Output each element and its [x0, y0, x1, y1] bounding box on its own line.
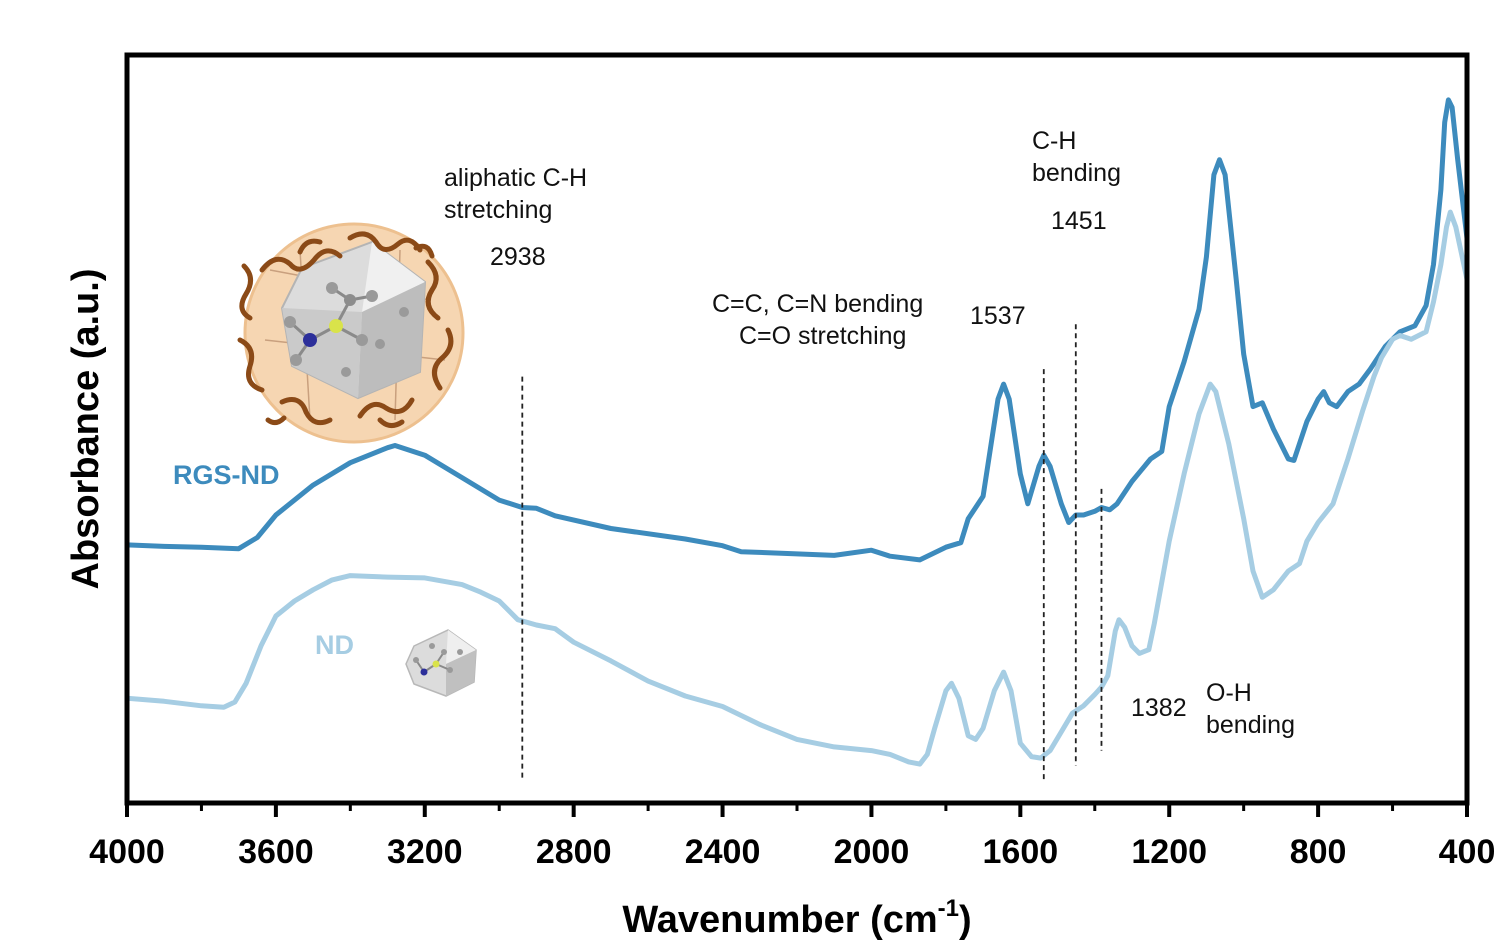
x-tick-label-4000: 4000: [89, 833, 165, 871]
nd-illustration: [405, 629, 477, 697]
x-axis-title-main: Wavenumber (cm: [622, 899, 937, 941]
annotation-2938-line2: stretching: [444, 196, 552, 224]
annotation-2938-label: aliphatic C-H stretching: [444, 164, 594, 224]
x-axis-title: Wavenumber (cm-1): [622, 895, 971, 941]
series-layer: [124, 97, 1470, 767]
annotation-1451-value: 1451: [1051, 207, 1107, 235]
x-tick-label-2400: 2400: [685, 833, 761, 871]
series-label-rgs-nd: RGS-ND: [173, 460, 280, 490]
annotation-1537-line1: C=C, C=N bending: [712, 290, 923, 318]
annotation-1382-label: O-H bending: [1206, 679, 1295, 739]
annotation-1451-label: C-H bending: [1032, 127, 1121, 187]
x-tick-label-3200: 3200: [387, 833, 463, 871]
y-axis-title: Absorbance (a.u.): [65, 269, 107, 590]
x-axis-title-superscript: -1: [938, 895, 959, 922]
annotation-1451-line2: bending: [1032, 159, 1121, 187]
annotation-1537-value: 1537: [970, 302, 1026, 330]
x-tick-label-1200: 1200: [1131, 833, 1207, 871]
annotation-1382-line2: bending: [1206, 711, 1295, 739]
x-tick-label-3600: 3600: [238, 833, 314, 871]
annotation-2938-line1: aliphatic C-H: [444, 164, 587, 192]
x-axis-title-close: ): [959, 899, 972, 941]
annotation-1382-line1: O-H: [1206, 679, 1252, 707]
annotation-1537-label: C=C, C=N bending C=O stretching: [712, 290, 930, 350]
series-label-nd: ND: [315, 630, 354, 660]
series-line-rgs-nd: [124, 97, 1470, 563]
annotation-2938-value: 2938: [490, 243, 546, 271]
annotation-1382-value: 1382: [1131, 694, 1187, 722]
x-ticks: 4000 3600 3200 2800 2400 2000 1600 1200 800 400: [89, 803, 1495, 871]
x-tick-label-800: 800: [1290, 833, 1347, 871]
annotation-1451-line1: C-H: [1032, 127, 1076, 155]
x-tick-label-400: 400: [1439, 833, 1496, 871]
rgs-nd-illustration: [237, 222, 465, 444]
annotation-1537-line2: C=O stretching: [739, 322, 906, 350]
marker-layer: [521, 324, 1103, 781]
series-line-nd: [124, 209, 1470, 767]
x-tick-label-2000: 2000: [834, 833, 910, 871]
x-tick-label-1600: 1600: [983, 833, 1059, 871]
x-tick-label-2800: 2800: [536, 833, 612, 871]
